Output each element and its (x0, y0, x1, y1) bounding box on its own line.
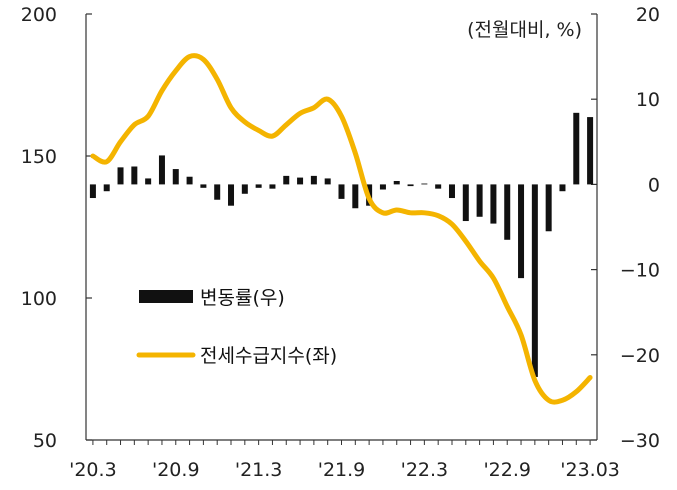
right-tick-label: 0 (648, 174, 660, 196)
bar-2022-02 (407, 184, 414, 187)
bar-2021-03 (255, 184, 262, 188)
bar-2022-05 (448, 184, 455, 199)
bar-2022-10 (518, 184, 525, 279)
right-tick-label: −20 (620, 345, 660, 367)
left-tick-label: 200 (21, 4, 57, 26)
bar-2022-11 (531, 184, 538, 377)
left-tick-label: 50 (33, 430, 57, 452)
bar-2020-04 (103, 184, 110, 192)
bar-2021-10 (352, 184, 359, 209)
x-tick-label: '21.3 (235, 459, 283, 481)
line-series (90, 53, 593, 405)
bar-2022-12 (545, 184, 552, 232)
legend-bar-swatch (139, 290, 193, 303)
bar-2021-05 (283, 175, 290, 185)
x-tick-label: '20.9 (152, 459, 200, 481)
bar-2022-01 (393, 180, 400, 185)
left-axis: 50 100 150 200 (21, 4, 92, 452)
bar-2022-03 (421, 183, 428, 185)
bar-2020-06 (131, 166, 138, 185)
bar-2023-01 (559, 184, 566, 192)
right-tick-label: 10 (636, 89, 660, 111)
bar-2021-01 (228, 184, 235, 206)
x-tick-label: '22.3 (401, 459, 449, 481)
bar-2022-06 (462, 184, 469, 222)
bar-2021-09 (338, 184, 345, 199)
unit-label: (전월대비, %) (467, 19, 582, 41)
right-tick-label: −30 (620, 430, 660, 452)
legend-bar-label: 변동률(우) (200, 287, 285, 309)
bar-2021-08 (324, 178, 331, 185)
bar-2022-08 (490, 184, 497, 224)
bar-2023-02 (573, 112, 580, 185)
line-jeonse-supply-demand-index (90, 53, 593, 405)
right-axis: −30 −20 −10 0 10 20 (591, 4, 660, 452)
bar-2023-03 (587, 117, 594, 185)
bar-2022-07 (476, 184, 483, 217)
legend-line-label: 전세수급지수(좌) (200, 345, 337, 367)
x-axis: '20.3 '20.9 '21.3 '21.9 '22.3 '22.9 '23.03 (69, 439, 620, 481)
right-tick-label: −10 (620, 260, 660, 282)
bar-2020-08 (158, 155, 165, 185)
bar-2022-09 (504, 184, 511, 240)
bar-2020-05 (117, 167, 124, 185)
bar-2020-11 (200, 184, 207, 188)
bar-series (89, 112, 594, 377)
bar-2021-04 (269, 184, 276, 189)
bar-2021-07 (310, 175, 317, 185)
left-tick-label: 100 (21, 288, 57, 310)
bar-2020-09 (172, 169, 179, 185)
bar-2020-10 (186, 176, 193, 185)
legend: 변동률(우) 전세수급지수(좌) (136, 287, 337, 367)
bar-2022-04 (435, 184, 442, 189)
right-tick-label: 20 (636, 4, 660, 26)
bar-2020-07 (145, 178, 152, 185)
bar-2021-06 (297, 177, 304, 185)
bar-2021-02 (241, 184, 248, 194)
left-tick-label: 150 (21, 146, 57, 168)
bar-2021-12 (379, 184, 386, 190)
bar-2020-03 (89, 184, 96, 199)
x-tick-label: '20.3 (69, 459, 117, 481)
bar-2020-12 (214, 184, 221, 200)
x-tick-label: '22.9 (483, 459, 531, 481)
x-tick-label: '23.03 (560, 459, 620, 481)
x-tick-label: '21.9 (318, 459, 366, 481)
